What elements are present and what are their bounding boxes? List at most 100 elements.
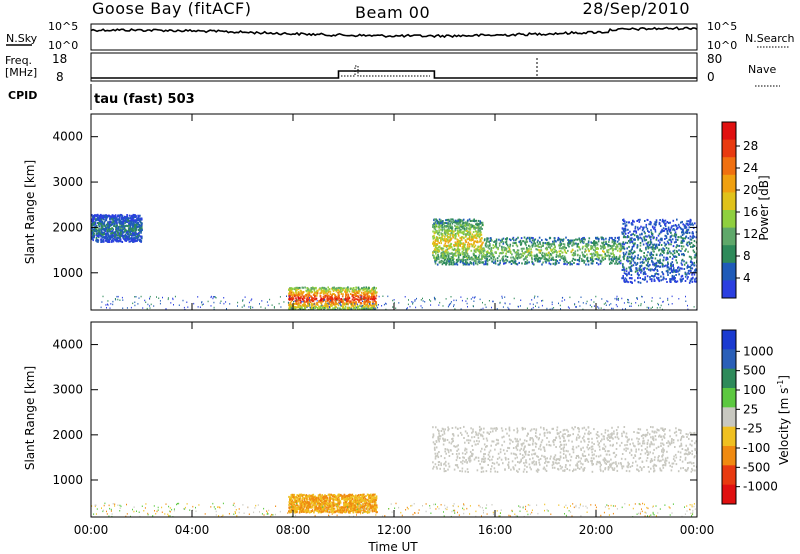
power-echo-cell [529,245,531,248]
power-echo-cell [455,262,458,265]
power-echo-cell [622,264,624,267]
power-echo-cell [183,306,185,309]
power-echo-cell [449,239,452,241]
power-echo-cell [466,247,469,250]
power-echo-cell [512,244,514,247]
power-echo-cell [641,261,644,263]
freq-series-line [91,70,697,79]
power-echo-cell [647,246,650,248]
power-echo-cell [102,236,105,239]
power-echo-cell [97,239,100,242]
power-echo-cell [611,246,613,249]
power-echo-cell [643,237,646,240]
power-echo-cell [577,242,580,245]
power-echo-cell [691,280,694,283]
power-echo-cell [111,223,114,226]
power-echo-cell [95,233,98,236]
power-echo-cell [578,263,580,266]
power-echo-cell [103,221,106,224]
power-echo-cell [348,300,351,303]
power-echo-cell [449,245,451,248]
power-echo-cell [167,297,169,299]
power-echo-cell [448,244,450,247]
power-echo-cell [541,263,543,266]
power-echo-cell [301,286,304,289]
power-echo-cell [667,274,669,276]
power-echo-cell [298,292,300,294]
power-echo-cell [693,261,696,264]
power-echo-cell [597,253,599,256]
power-echo-cell [626,259,628,262]
power-echo-cell [564,257,567,260]
power-echo-cell [470,239,473,242]
power-echo-cell [457,227,459,230]
power-echo-cell [521,250,523,253]
power-echo-cell [537,258,539,261]
power-echo-cell [681,258,684,261]
power-echo-cell [437,226,440,229]
power-echo-cell [535,257,538,260]
power-echo-cell [343,303,345,306]
power-echo-cell [368,294,370,297]
power-echo-cell [652,236,654,239]
power-echo-cell [359,297,361,300]
freq-label-line1: Freq. [5,54,32,67]
power-echo-cell [325,302,328,305]
power-echo-cell [593,305,595,307]
power-echo-cell [604,257,606,260]
power-echo-cell [344,288,347,291]
power-echo-cell [456,221,459,224]
power-echo-cell [131,218,133,221]
power-echo-cell [505,258,507,261]
power-echo-cell [454,224,456,227]
power-echo-cell [446,218,449,221]
nsearch-tick-top: 10^5 [707,20,737,33]
power-echo-cell [695,236,697,239]
power-echo-cell [680,236,682,239]
power-echo-cell [95,239,97,242]
power-echo-cell [359,302,362,305]
nave-tick-bottom: 0 [707,70,715,84]
power-echo-cell [629,241,631,244]
power-echo-cell [460,231,463,234]
power-echo-cell [473,246,475,249]
power-echo-cell [596,255,598,258]
power-echo-cell [121,296,123,299]
power-echo-cell [625,278,628,281]
power-echo-cell [123,217,125,220]
power-echo-cell [489,239,491,242]
power-echo-cell [140,224,142,227]
power-echo-cell [408,299,409,301]
power-echo-cell [673,276,675,279]
freq-panel: Freq. [MHz] 18 8 80 0 Nave [5,52,780,87]
power-echo-cell [495,243,497,246]
power-echo-cell [111,236,113,239]
power-echo-cell [343,307,345,310]
power-echo-cell [491,260,493,263]
power-echo-cell [134,304,136,307]
power-echo-cell [295,301,297,304]
power-echo-cell [466,255,468,258]
power-echo-cell [469,228,472,231]
power-echo-cell [662,273,665,276]
power-echo-cell [652,261,654,264]
power-echo-cell [636,244,639,247]
power-echo-cell [207,300,209,303]
power-echo-cell [682,231,685,234]
power-echo-cell [363,303,366,305]
power-echo-cell [292,297,295,300]
power-echo-cell [690,245,692,248]
power-echo-cell [605,254,608,257]
power-echo-cell [492,246,495,249]
power-echo-cell [469,231,472,234]
power-echo-cell [519,242,522,245]
power-echo-cell [118,218,121,221]
power-echo-cell [288,292,290,295]
power-echo-cell [296,303,299,306]
power-echo-cell [421,307,423,309]
power-echo-cell [136,219,138,222]
power-echo-cell [624,308,626,310]
power-echo-cell [355,301,358,304]
power-echo-cell [588,237,591,240]
power-echo-cell [646,275,649,278]
